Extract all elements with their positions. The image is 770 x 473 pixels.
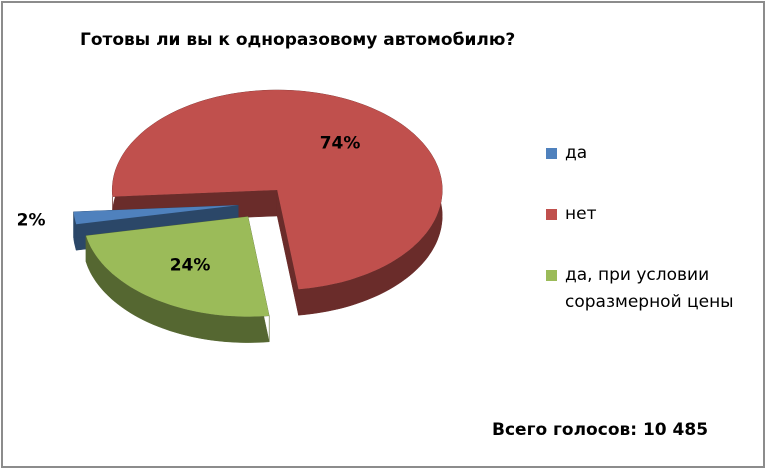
legend-swatch <box>546 148 557 159</box>
legend-swatch <box>546 270 557 281</box>
frame <box>1 1 765 468</box>
annotation: Всего голосов: 10 485 <box>492 420 709 440</box>
chart-title: Готовы ли вы к одноразовому автомобилю? <box>80 30 516 50</box>
data-label: 2% <box>17 210 46 230</box>
legend-swatch <box>546 209 557 220</box>
data-label: 24% <box>170 255 211 275</box>
legend: да нет да, при условии соразмерной цены <box>546 140 761 350</box>
legend-item: нет <box>546 201 761 228</box>
legend-label: да, при условии соразмерной цены <box>565 265 734 312</box>
legend-label: нет <box>565 204 597 224</box>
legend-label: да <box>565 143 588 163</box>
legend-item: да <box>546 140 761 167</box>
data-label: 74% <box>320 134 361 154</box>
slice <box>112 90 443 290</box>
slice <box>86 216 270 317</box>
legend-item: да, при условии соразмерной цены <box>546 262 761 316</box>
slice <box>73 205 239 225</box>
